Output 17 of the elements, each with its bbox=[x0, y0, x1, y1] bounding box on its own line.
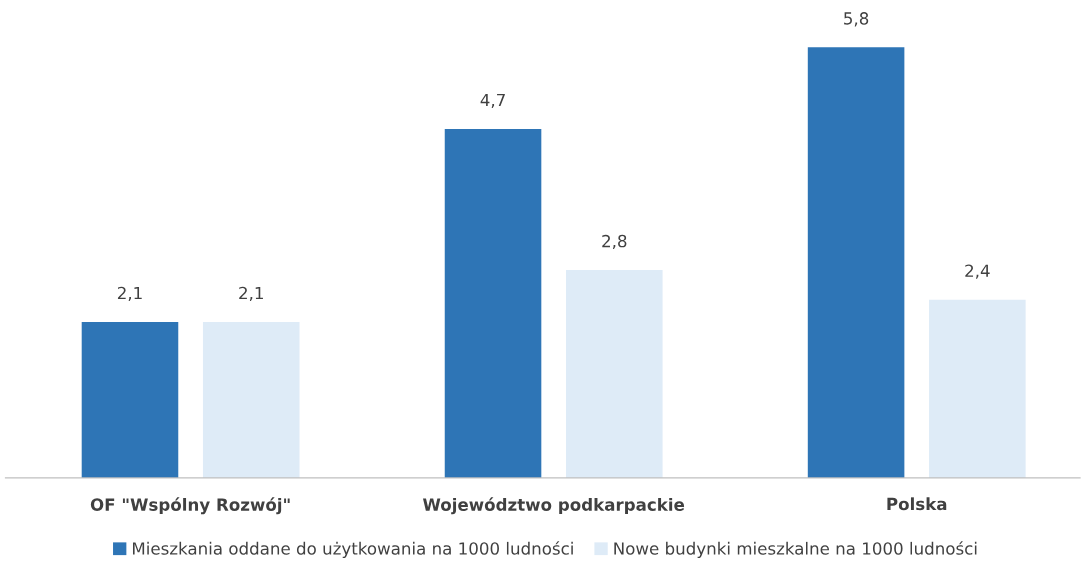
bar bbox=[807, 47, 905, 478]
data-label: 4,7 bbox=[480, 93, 505, 109]
bar bbox=[566, 270, 663, 478]
legend-label: Mieszkania oddane do użytkowania na 1000 ludności bbox=[133, 541, 573, 558]
data-label: 2,1 bbox=[239, 286, 263, 302]
data-label: 2,8 bbox=[602, 234, 627, 250]
x-tick-label: Województwo podkarpackie bbox=[422, 497, 685, 515]
bar bbox=[444, 129, 542, 478]
bar bbox=[81, 322, 179, 478]
bar bbox=[202, 322, 300, 478]
legend-label: Nowe budynki mieszkalne na 1000 ludności bbox=[614, 541, 977, 558]
x-tick-label: OF "Wspólny Rozwój" bbox=[90, 497, 290, 515]
data-label: 2,4 bbox=[965, 264, 990, 279]
data-label: 2,1 bbox=[117, 286, 142, 302]
data-label: 5,8 bbox=[844, 12, 869, 27]
bar bbox=[929, 299, 1026, 478]
x-tick-label: Polska bbox=[887, 497, 947, 511]
